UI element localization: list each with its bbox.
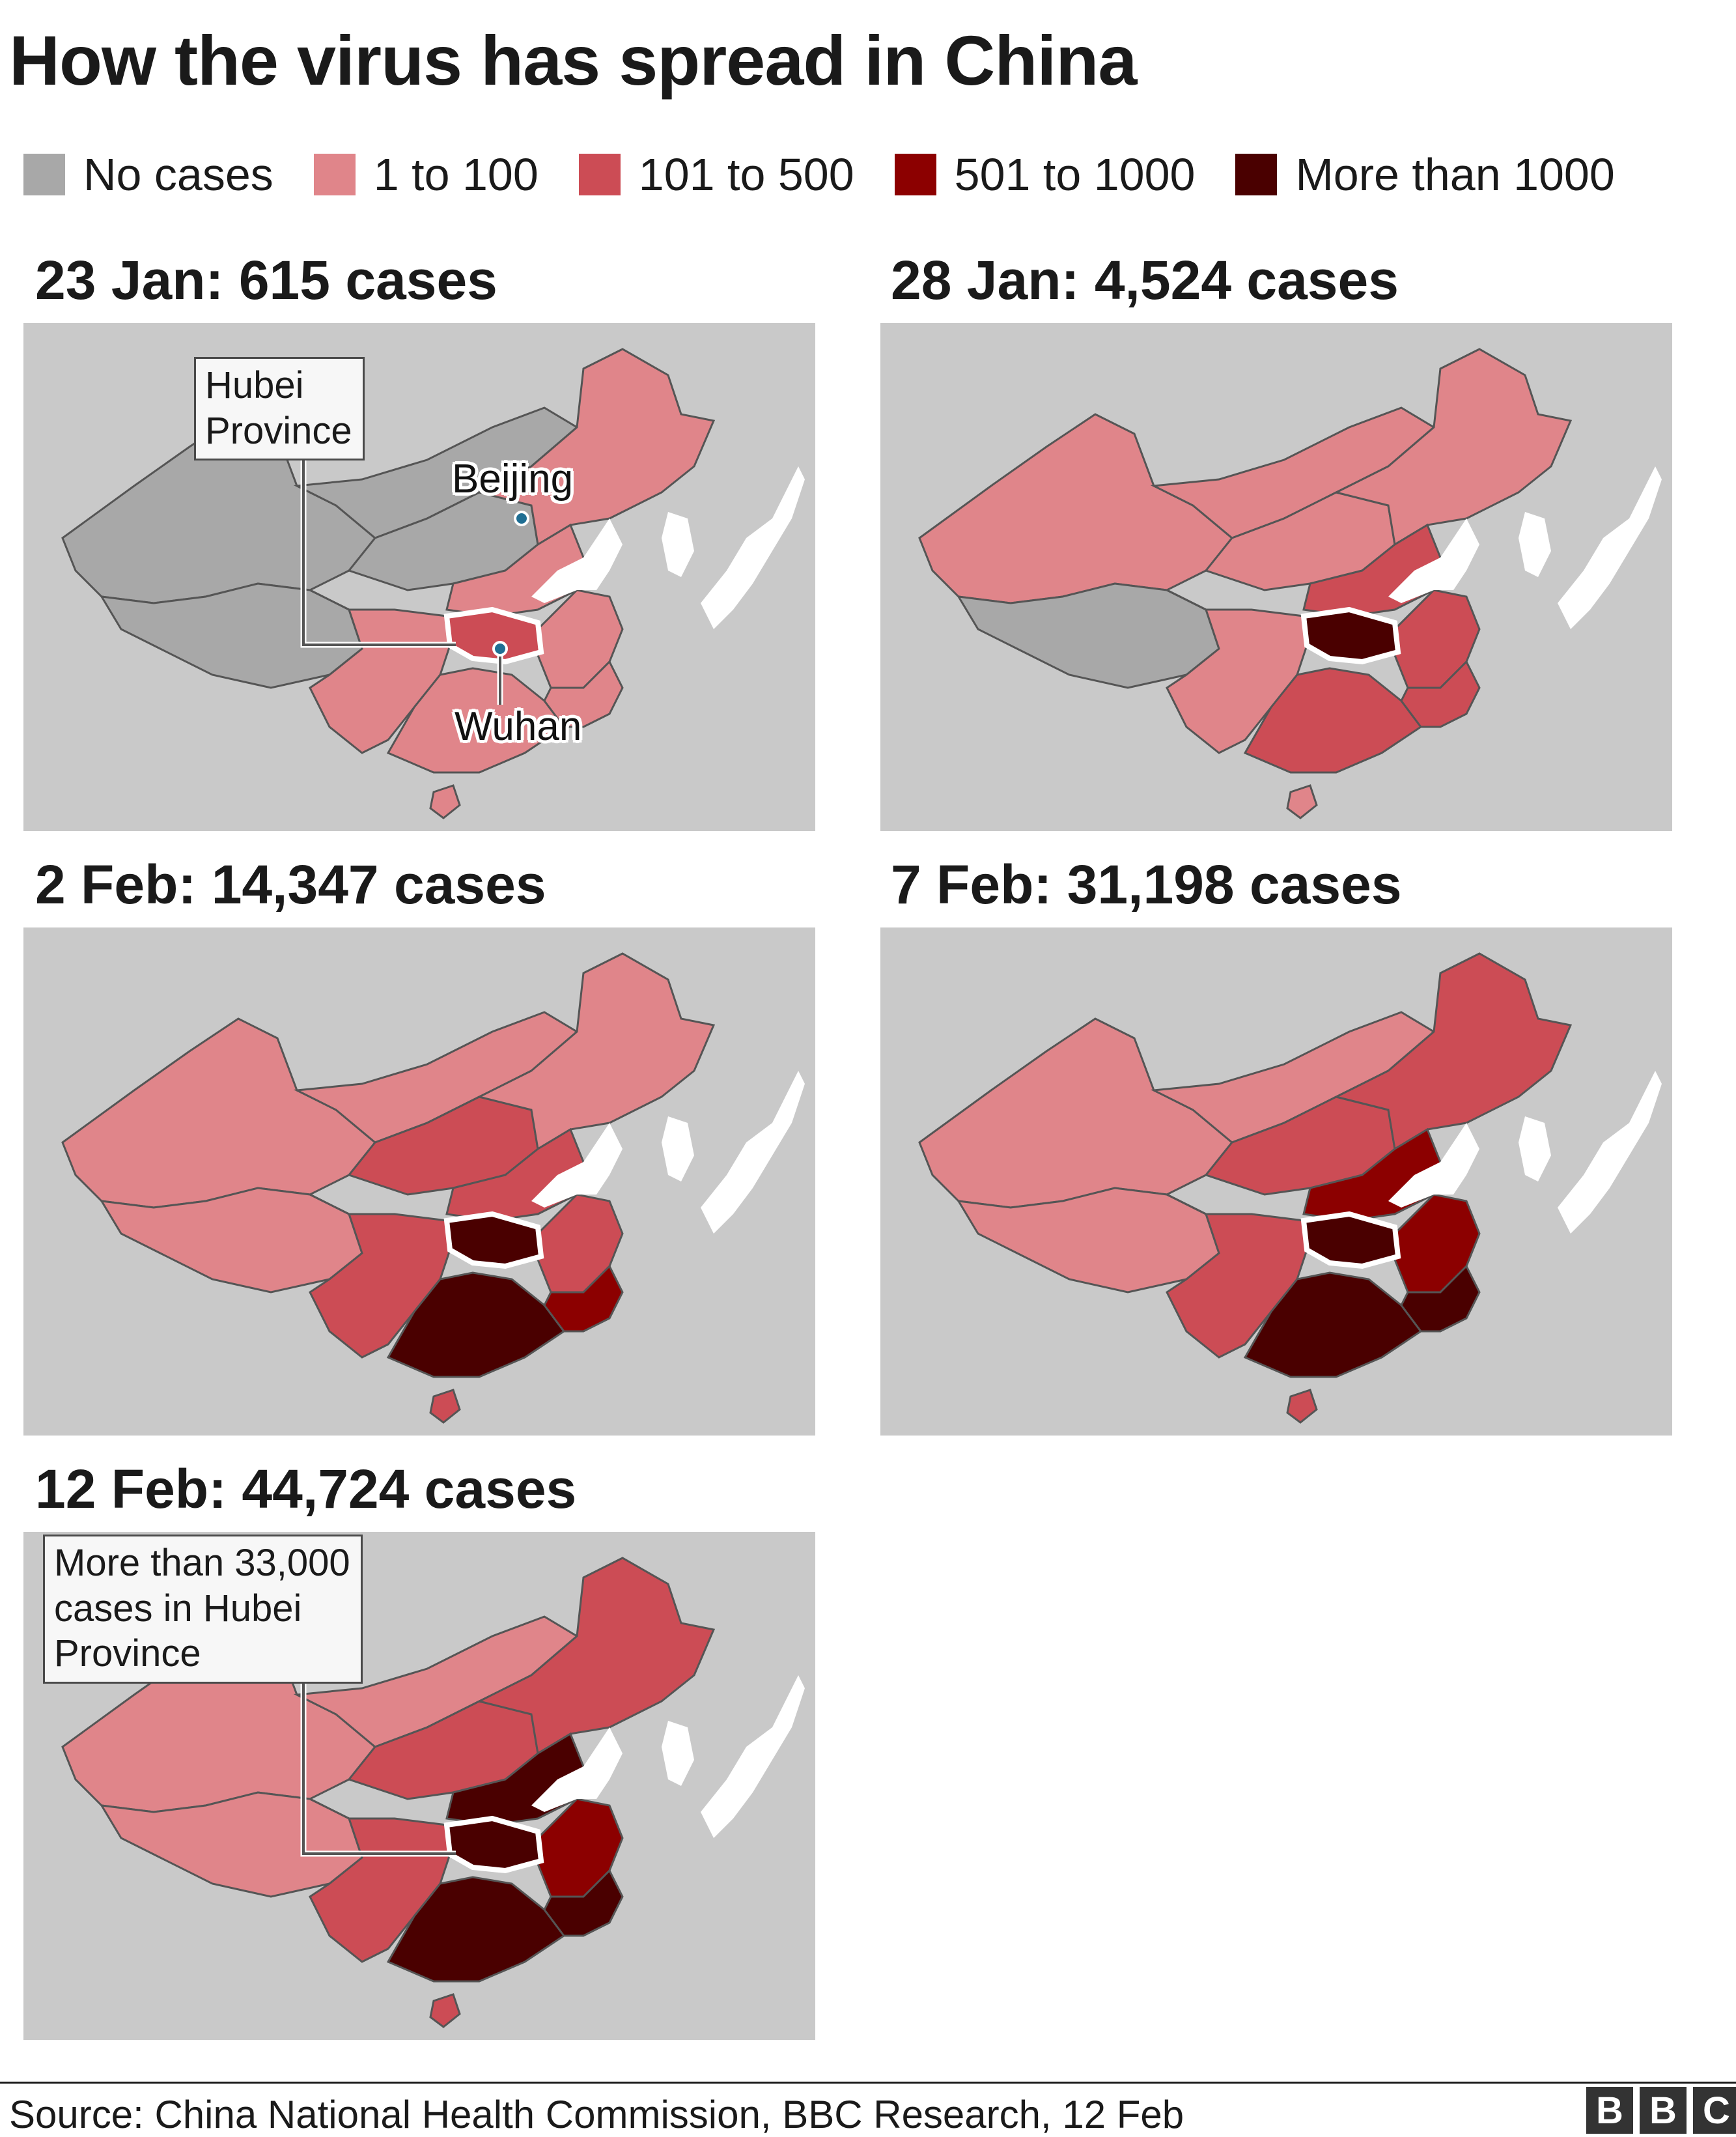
china-map (880, 927, 1672, 1436)
source-note: Source: China National Health Commission… (9, 2093, 1184, 2136)
legend-swatch (23, 154, 65, 195)
panel-title-28-jan: 28 Jan: 4,524 cases (891, 249, 1399, 311)
sea-japan (1558, 1071, 1662, 1234)
region-northeast (476, 1557, 716, 1755)
region-southwest (1166, 589, 1308, 754)
legend-item-no-cases: No cases (23, 149, 273, 201)
callout-line: Province (54, 1632, 201, 1675)
legend: No cases 1 to 100 101 to 500 501 to 1000… (23, 149, 1615, 201)
wuhan-label: Wuhan (455, 704, 582, 749)
legend-swatch (313, 154, 356, 195)
sea-japan (701, 1675, 805, 1838)
region-coast (543, 1264, 624, 1333)
region-hainan (1286, 784, 1318, 819)
region-southwest (1166, 1193, 1308, 1359)
panel-title-12-feb: 12 Feb: 44,724 cases (35, 1458, 577, 1520)
region-coast (1400, 660, 1481, 728)
region-northeast (476, 952, 716, 1151)
region-coast (1400, 1264, 1481, 1333)
sea-korea (662, 512, 694, 577)
china-map (880, 323, 1672, 831)
sea-japan (1558, 466, 1662, 629)
region-hubei (1300, 606, 1401, 665)
callout-line: Hubei (205, 364, 304, 406)
panel-title-23-jan: 23 Jan: 615 cases (35, 249, 497, 311)
region-southwest (309, 1193, 451, 1359)
legend-item-1-to-100: 1 to 100 (313, 149, 539, 201)
chart-title: How the virus has spread in China (9, 21, 1137, 100)
region-hainan (429, 784, 461, 819)
region-hainan (1286, 1389, 1318, 1424)
map-23-jan (23, 323, 815, 831)
sea-korea (662, 1116, 694, 1182)
hubei-cases-callout: More than 33,000 cases in Hubei Province (43, 1535, 363, 1684)
sea-japan (701, 466, 805, 629)
legend-swatch (578, 154, 621, 195)
region-southwest (309, 1798, 451, 1963)
legend-item-101-to-500: 101 to 500 (578, 149, 854, 201)
bohai-sea (1388, 1123, 1479, 1208)
legend-swatch (894, 154, 936, 195)
hubei-callout: Hubei Province (194, 357, 365, 461)
region-northeast (1333, 348, 1573, 546)
bohai-sea (531, 518, 623, 603)
map-2-feb (23, 927, 815, 1436)
sea-korea (1519, 1116, 1551, 1182)
bohai-sea (531, 1727, 623, 1812)
bbc-logo: B B C (1580, 2087, 1736, 2134)
region-northeast (1333, 952, 1573, 1151)
beijing-label: Beijing (452, 457, 574, 502)
china-map (23, 927, 815, 1436)
logo-letter: B (1586, 2087, 1633, 2134)
legend-item-more-than-1000: More than 1000 (1235, 149, 1615, 201)
legend-label: More than 1000 (1295, 149, 1615, 200)
logo-letter: C (1693, 2087, 1736, 2134)
logo-letter: B (1640, 2087, 1687, 2134)
region-hainan (429, 1993, 461, 2028)
beijing-dot (514, 511, 529, 526)
legend-item-501-to-1000: 501 to 1000 (894, 149, 1196, 201)
region-hubei (443, 1211, 544, 1269)
legend-label: 101 to 500 (638, 149, 854, 200)
region-southwest (309, 589, 451, 754)
region-coast (543, 660, 624, 728)
region-northeast (476, 348, 716, 546)
callout-line: More than 33,000 (54, 1542, 350, 1584)
panel-title-2-feb: 2 Feb: 14,347 cases (35, 854, 546, 915)
legend-label: 1 to 100 (373, 149, 539, 200)
map-28-jan (880, 323, 1672, 831)
wuhan-dot (492, 641, 508, 657)
map-7-feb (880, 927, 1672, 1436)
sea-korea (1519, 512, 1551, 577)
sea-japan (701, 1071, 805, 1234)
panel-title-7-feb: 7 Feb: 31,198 cases (891, 854, 1402, 915)
callout-line: Province (205, 409, 352, 452)
sea-korea (662, 1721, 694, 1786)
legend-label: 501 to 1000 (954, 149, 1196, 200)
region-hainan (429, 1389, 461, 1424)
bohai-sea (1388, 518, 1479, 603)
region-hubei (1300, 1211, 1401, 1269)
bohai-sea (531, 1123, 623, 1208)
region-coast (543, 1869, 624, 1937)
legend-label: No cases (83, 149, 273, 200)
footer-divider (0, 2082, 1736, 2084)
callout-line: cases in Hubei (54, 1587, 302, 1630)
china-map (23, 323, 815, 831)
legend-swatch (1235, 154, 1278, 195)
